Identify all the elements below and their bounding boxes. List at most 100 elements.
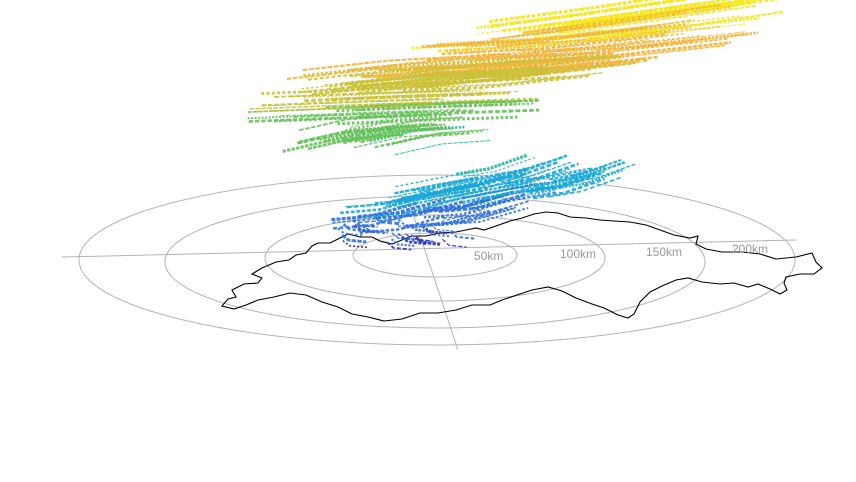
track-9-stroke-19: [491, 0, 646, 22]
track-8-stroke-7: [358, 69, 567, 88]
track-8-stroke-23: [286, 61, 495, 80]
track-0-stroke-12: [373, 215, 400, 226]
ring-label-150: 150km: [646, 245, 682, 259]
track-0-stroke-22: [407, 235, 432, 244]
track-8-stroke-16: [358, 75, 566, 95]
track-0-stroke-20: [390, 238, 416, 248]
track-1-stroke-3: [426, 190, 514, 211]
track-7-stroke-12: [477, 34, 703, 56]
track-7-stroke-3: [411, 27, 637, 50]
track-3-stroke-22: [499, 161, 572, 182]
track-8-stroke-12: [301, 71, 510, 90]
track-3-stroke-8: [506, 162, 579, 185]
track-0-stroke-25: [342, 239, 368, 249]
track-1-stroke-13: [428, 207, 516, 227]
track-5-stroke-25: [256, 104, 437, 113]
track-3-stroke-10: [497, 168, 570, 189]
track-3-stroke-19: [456, 153, 529, 176]
track-8-stroke-22: [311, 76, 520, 96]
track-5-stroke-23: [340, 90, 521, 99]
range-labels: 50km 100km 150km 200km: [474, 242, 768, 263]
range-ring-1: [352, 232, 518, 278]
track-1-stroke-19: [423, 199, 512, 219]
track-0-stroke-9: [386, 241, 412, 251]
track-8-stroke-4: [331, 72, 540, 92]
track-3-stroke-20: [533, 165, 606, 188]
track-9-stroke-3: [496, 19, 695, 49]
track-8-stroke-20: [323, 68, 532, 86]
track-4-stroke-12: [353, 132, 450, 149]
track-3-stroke-23: [463, 157, 535, 178]
track-5-stroke-24: [359, 108, 540, 119]
range-ring-grid: [61, 174, 797, 351]
track-6-stroke-16: [404, 67, 592, 86]
track-7-stroke-25: [517, 15, 743, 37]
track-5-stroke-9: [336, 102, 517, 113]
track-0-stroke-18: [421, 225, 448, 235]
track-2-stroke-21: [398, 183, 483, 201]
track-4-stroke-21: [386, 129, 483, 147]
track-8-stroke-24: [347, 52, 556, 72]
ring-label-50: 50km: [474, 249, 503, 263]
track-6-stroke-19: [450, 60, 638, 79]
track-5-stroke-20: [355, 102, 536, 112]
track-7-stroke-15: [437, 30, 663, 53]
track-1-stroke-0: [377, 199, 465, 220]
track-1-stroke-12: [359, 214, 447, 234]
track-3-stroke-21: [532, 177, 606, 200]
track-2-stroke-20: [412, 173, 497, 192]
track-4-stroke-14: [394, 140, 491, 156]
track-1-stroke-17: [333, 210, 421, 230]
azimuth-line-ew: [61, 239, 797, 258]
track-0-stroke-24: [425, 228, 451, 238]
track-4-stroke-7: [350, 123, 446, 140]
track-2-stroke-18: [507, 167, 592, 185]
track-7-stroke-11: [500, 44, 725, 66]
track-2-stroke-6: [461, 185, 546, 205]
track-0-stroke-17: [441, 238, 467, 248]
track-1-stroke-20: [442, 200, 530, 219]
track-1-stroke-8: [441, 206, 529, 226]
track-5-stroke-19: [280, 108, 461, 117]
track-1-stroke-15: [364, 199, 452, 219]
track-5-stroke-10: [247, 110, 428, 120]
track-1-stroke-11: [332, 204, 420, 224]
track-6-stroke-5: [415, 72, 604, 89]
track-9-stroke-1: [488, 0, 657, 24]
track-1-stroke-24: [430, 206, 518, 225]
track-9-stroke-10: [532, 5, 731, 36]
track-9-stroke-23: [523, 4, 721, 34]
track-9-stroke-18: [580, 0, 752, 24]
track-8-stroke-25: [405, 56, 613, 75]
track-8-stroke-9: [302, 52, 511, 72]
track-5-stroke-22: [273, 113, 455, 123]
track-5-stroke-21: [249, 101, 430, 110]
track-2-stroke-2: [388, 181, 472, 199]
track-4-stroke-15: [336, 122, 432, 140]
range-ring-4: [78, 174, 796, 346]
track-0-stroke-11: [391, 232, 417, 241]
track-5-stroke-16: [289, 89, 471, 98]
track-9-stroke-25: [492, 0, 688, 28]
data-tracks: [247, 0, 785, 251]
track-0-stroke-1: [353, 218, 379, 228]
track-2-stroke-23: [420, 173, 504, 192]
track-0-stroke-10: [449, 230, 475, 240]
track-9-stroke-6: [559, 4, 757, 35]
country-border: [221, 211, 823, 322]
track-2-stroke-19: [498, 170, 583, 188]
track-3-stroke-2: [552, 161, 626, 183]
track-4-stroke-8: [297, 128, 393, 145]
track-7-stroke-18: [520, 31, 745, 52]
track-1-stroke-9: [357, 197, 446, 218]
track-3-stroke-1: [453, 173, 526, 195]
track-7-stroke-16: [462, 23, 688, 45]
track-1-stroke-14: [345, 189, 433, 208]
track-4-stroke-23: [300, 126, 396, 143]
track-5-stroke-1: [247, 104, 428, 113]
track-3-stroke-18: [495, 154, 568, 177]
track-0-stroke-19: [341, 233, 367, 244]
track-9-stroke-20: [518, 1, 717, 32]
track-5-stroke-6: [304, 92, 485, 103]
track-4-stroke-13: [345, 115, 441, 133]
